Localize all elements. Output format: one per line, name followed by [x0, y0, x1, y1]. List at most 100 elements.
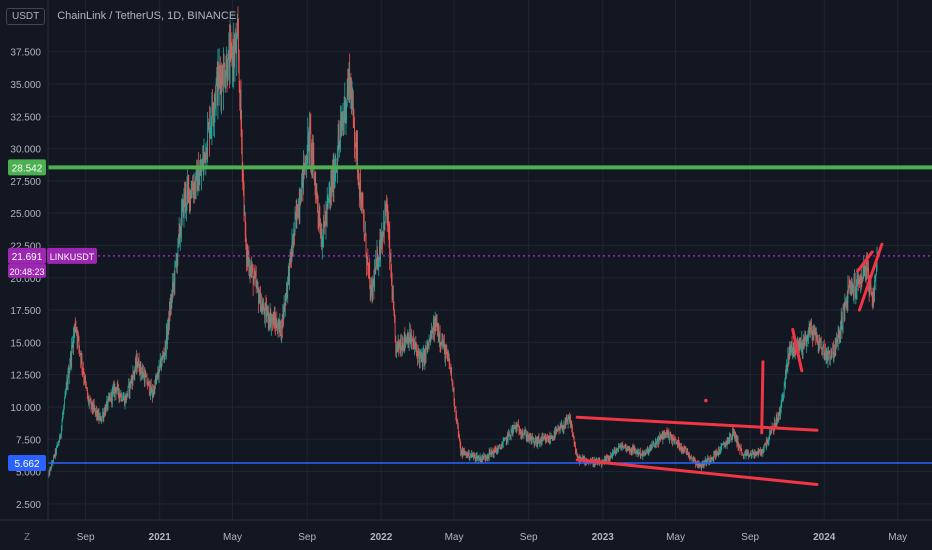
- candle-body: [75, 327, 77, 330]
- trend-line-4[interactable]: [856, 250, 874, 273]
- candle-body: [862, 278, 863, 281]
- candle-body: [550, 438, 551, 441]
- candle-body: [746, 452, 748, 454]
- candle-body: [849, 286, 851, 288]
- candle-body: [340, 123, 341, 133]
- timezone-z-button[interactable]: Z: [24, 532, 31, 543]
- candle-body: [707, 457, 709, 462]
- candle-body: [422, 354, 424, 368]
- candle-body: [233, 45, 235, 59]
- candle-body: [386, 209, 388, 219]
- candle-body: [109, 397, 111, 399]
- candle-body: [388, 222, 389, 232]
- candle-body: [388, 231, 390, 235]
- candle-body: [204, 152, 205, 154]
- candle-body: [152, 393, 154, 397]
- candle-body: [231, 46, 233, 65]
- trend-line-3[interactable]: [791, 327, 804, 373]
- trend-line-2[interactable]: [760, 360, 765, 435]
- candle-body: [260, 306, 262, 311]
- candle-body: [799, 341, 800, 349]
- candle-body: [644, 452, 646, 455]
- candle-body: [392, 292, 394, 308]
- candle-body: [391, 273, 392, 283]
- candle-body: [251, 266, 253, 271]
- candle-body: [359, 180, 361, 193]
- horizontal-lines[interactable]: [48, 165, 932, 464]
- candle-body: [656, 440, 658, 445]
- candle-body: [700, 466, 702, 468]
- candle-body: [260, 291, 261, 311]
- candle-body: [536, 438, 537, 444]
- candle-body: [417, 351, 418, 360]
- candle-body: [329, 192, 330, 196]
- candle-body: [61, 426, 62, 435]
- candle-body: [307, 136, 309, 162]
- unit-selector[interactable]: USDT: [6, 7, 46, 25]
- candle-body: [803, 337, 804, 348]
- candle-body: [415, 343, 417, 348]
- candle-body: [108, 396, 110, 399]
- candle-body: [808, 329, 810, 332]
- candle-body: [840, 316, 842, 321]
- candle-body: [876, 267, 877, 274]
- candle-body: [801, 339, 803, 347]
- candle-body: [94, 408, 96, 410]
- x-tick-label: May: [445, 532, 464, 543]
- candle-body: [155, 381, 156, 383]
- candle-body: [806, 337, 808, 340]
- candle-body: [102, 413, 104, 418]
- candle-body: [458, 433, 460, 435]
- candle-body: [436, 323, 437, 327]
- trend-line-5[interactable]: [857, 242, 884, 312]
- candle-body: [752, 451, 754, 455]
- candle-body: [408, 335, 409, 344]
- candle-body: [425, 347, 427, 356]
- candle-body: [821, 348, 823, 352]
- candle-body: [300, 202, 301, 204]
- trend-drawings[interactable]: [575, 242, 884, 486]
- candle-body: [363, 223, 365, 234]
- candle-body: [826, 352, 828, 356]
- price-label-box-5.662: [8, 455, 46, 472]
- candle-body: [450, 366, 452, 370]
- candle-body: [133, 372, 134, 374]
- candle-body: [113, 386, 115, 395]
- drawing-dot[interactable]: [704, 398, 708, 403]
- candle-body: [687, 451, 689, 455]
- candle-body: [167, 317, 169, 330]
- candle-body: [208, 121, 210, 128]
- candle-body: [304, 162, 306, 164]
- candle-body: [843, 307, 845, 309]
- candle-body: [722, 444, 724, 446]
- candle-body: [700, 465, 701, 467]
- candle-body: [738, 446, 740, 449]
- candle-body: [428, 345, 429, 347]
- candle-body: [385, 208, 386, 216]
- candle-body: [454, 401, 455, 407]
- candle-body: [788, 347, 790, 359]
- candle-body: [275, 321, 276, 328]
- trend-line-0[interactable]: [575, 415, 819, 432]
- candle-body: [851, 284, 852, 287]
- candle-body: [141, 371, 142, 375]
- candle-body: [837, 330, 839, 344]
- candle-body: [863, 266, 865, 274]
- candle-body: [562, 428, 564, 431]
- candle-body: [338, 142, 340, 145]
- candle-body: [148, 381, 150, 383]
- candle-body: [144, 374, 146, 383]
- candle-body: [653, 442, 655, 446]
- candle-body: [496, 449, 497, 453]
- candle-body: [77, 334, 79, 340]
- candle-body: [513, 426, 514, 429]
- candle-body: [270, 320, 272, 326]
- candle-body: [255, 276, 256, 278]
- candle-body: [133, 373, 135, 375]
- candle-body: [63, 406, 65, 412]
- candle-body: [348, 80, 349, 94]
- candle-body: [149, 382, 150, 394]
- trend-line-1[interactable]: [575, 458, 819, 486]
